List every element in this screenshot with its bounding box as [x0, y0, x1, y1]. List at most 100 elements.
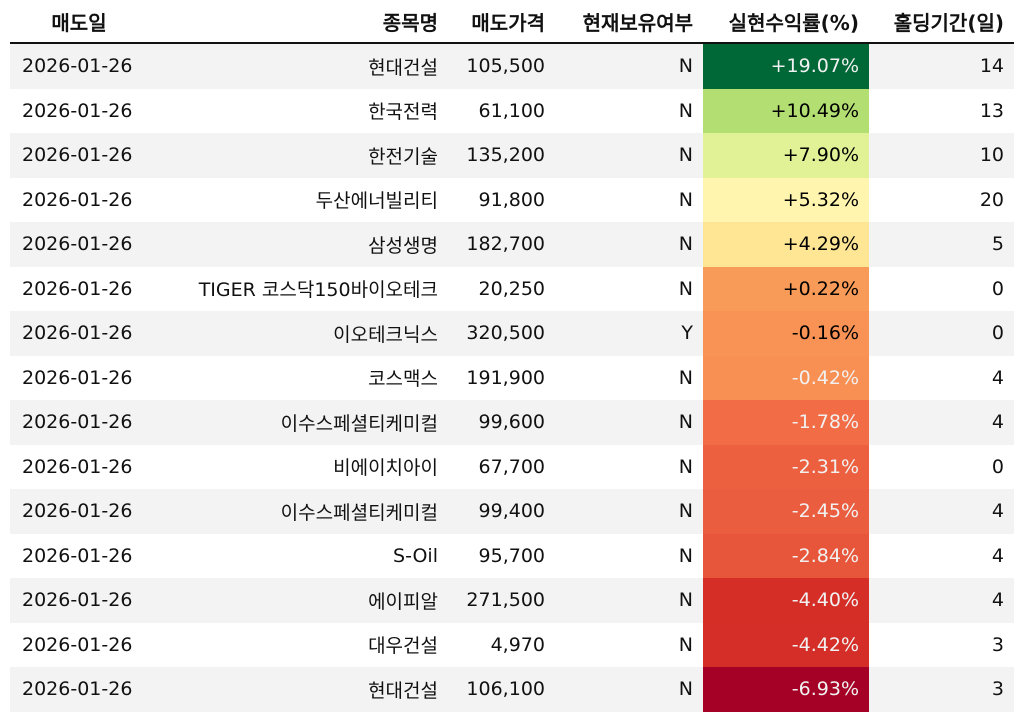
cell-sell-date: 2026-01-26: [22, 366, 133, 389]
cell-sell-price: 105,500: [448, 43, 555, 89]
cell-realized-return: -4.42%: [703, 622, 869, 667]
cell-realized-return: -0.42%: [703, 355, 869, 400]
cell-stock-name: 대우건설: [368, 635, 438, 658]
cell-realized-return: +4.29%: [703, 222, 869, 267]
cell-holding-days: 20: [979, 188, 1004, 211]
cell-stock-name: 코스맥스: [368, 368, 438, 391]
cell-holding-days: 10: [869, 133, 1014, 178]
header-stock-name: 종목명: [148, 0, 448, 44]
cell-holding-days: 3: [991, 633, 1004, 656]
cell-currently-held: N: [555, 489, 703, 534]
table-row: 2026-01-26 이오테크닉스 320,500 Y -0.16% 0: [10, 311, 1014, 356]
cell-sell-price: 106,100: [448, 667, 555, 712]
table-row: 2026-01-26 에이피알 271,500 N -4.40% 4: [10, 578, 1014, 623]
cell-realized-return: +7.90%: [703, 133, 869, 178]
cell-currently-held: N: [678, 633, 693, 656]
cell-currently-held: N: [555, 133, 703, 178]
table-row: 2026-01-26 대우건설 4,970 N -4.42% 3: [10, 622, 1014, 667]
cell-sell-date: 2026-01-26: [10, 489, 148, 534]
header-holding-days: 홀딩기간(일): [869, 0, 1014, 44]
cell-currently-held: N: [555, 222, 703, 267]
cell-stock-name: 삼성생명: [148, 222, 448, 267]
cell-stock-name: 에이피알: [148, 578, 448, 623]
header-sell-price: 매도가격: [448, 0, 555, 44]
cell-currently-held: N: [678, 277, 693, 300]
cell-realized-return: +10.49%: [703, 88, 869, 133]
cell-sell-price: 182,700: [448, 222, 555, 267]
cell-sell-price: 99,600: [448, 400, 555, 445]
cell-stock-name: 이수스페셜티케미컬: [148, 489, 448, 534]
cell-sell-price: 95,700: [478, 544, 545, 567]
cell-sell-date: 2026-01-26: [10, 578, 148, 623]
cell-currently-held: N: [555, 578, 703, 623]
cell-realized-return: -2.84%: [703, 533, 869, 578]
cell-stock-name: 현대건설: [148, 43, 448, 89]
table-row: 2026-01-26 현대건설 106,100 N -6.93% 3: [10, 667, 1014, 712]
cell-holding-days: 4: [991, 544, 1004, 567]
cell-sell-price: 320,500: [448, 311, 555, 356]
cell-realized-return: -0.16%: [703, 311, 869, 356]
cell-sell-date: 2026-01-26: [22, 99, 133, 122]
cell-sell-date: 2026-01-26: [10, 43, 148, 89]
table-row: 2026-01-26 S-Oil 95,700 N -2.84% 4: [10, 533, 1014, 578]
header-sell-date: 매도일: [10, 0, 148, 44]
cell-realized-return: -1.78%: [703, 400, 869, 445]
table-row: 2026-01-26 이수스페셜티케미컬 99,600 N -1.78% 4: [10, 400, 1014, 445]
cell-stock-name: S-Oil: [393, 544, 438, 567]
table-row: 2026-01-26 코스맥스 191,900 N -0.42% 4: [10, 355, 1014, 400]
cell-sell-price: 271,500: [448, 578, 555, 623]
cell-stock-name: TIGER 코스닥150바이오테크: [198, 279, 438, 302]
cell-sell-price: 61,100: [478, 99, 545, 122]
cell-currently-held: N: [678, 99, 693, 122]
cell-holding-days: 14: [869, 43, 1014, 89]
cell-stock-name: 비에이치아이: [333, 457, 438, 480]
cell-sell-date: 2026-01-26: [10, 133, 148, 178]
cell-realized-return: +5.32%: [703, 177, 869, 222]
cell-holding-days: 5: [869, 222, 1014, 267]
cell-realized-return: -2.45%: [703, 489, 869, 534]
cell-sell-date: 2026-01-26: [22, 544, 133, 567]
cell-stock-name: 두산에너빌리티: [315, 190, 438, 213]
header-realized-return: 실현수익률(%): [703, 0, 869, 44]
cell-sell-date: 2026-01-26: [10, 400, 148, 445]
cell-holding-days: 4: [869, 578, 1014, 623]
cell-currently-held: N: [678, 544, 693, 567]
cell-stock-name: 한국전력: [368, 101, 438, 124]
cell-stock-name: 이수스페셜티케미컬: [148, 400, 448, 445]
cell-realized-return: +0.22%: [703, 266, 869, 311]
table-row: 2026-01-26 한국전력 61,100 N +10.49% 13: [10, 88, 1014, 133]
cell-sell-price: 99,400: [448, 489, 555, 534]
table-row: 2026-01-26 한전기술 135,200 N +7.90% 10: [10, 133, 1014, 178]
cell-currently-held: Y: [555, 311, 703, 356]
table-row: 2026-01-26 현대건설 105,500 N +19.07% 14: [10, 43, 1014, 89]
cell-currently-held: N: [678, 188, 693, 211]
header-currently-held: 현재보유여부: [555, 0, 703, 44]
cell-realized-return: -6.93%: [703, 667, 869, 712]
cell-sell-date: 2026-01-26: [10, 222, 148, 267]
cell-sell-date: 2026-01-26: [10, 667, 148, 712]
cell-currently-held: N: [678, 366, 693, 389]
cell-sell-price: 20,250: [478, 277, 545, 300]
cell-sell-price: 67,700: [478, 455, 545, 478]
cell-sell-date: 2026-01-26: [22, 188, 133, 211]
cell-realized-return: +19.07%: [703, 43, 869, 89]
table-row: 2026-01-26 삼성생명 182,700 N +4.29% 5: [10, 222, 1014, 267]
table-row: 2026-01-26 이수스페셜티케미컬 99,400 N -2.45% 4: [10, 489, 1014, 534]
cell-currently-held: N: [555, 400, 703, 445]
table-row: 2026-01-26 비에이치아이 67,700 N -2.31% 0: [10, 444, 1014, 489]
cell-holding-days: 4: [869, 489, 1014, 534]
cell-sell-price: 191,900: [466, 366, 545, 389]
cell-holding-days: 0: [991, 455, 1004, 478]
cell-holding-days: 4: [869, 400, 1014, 445]
table-row: 2026-01-26 TIGER 코스닥150바이오테크 20,250 N +0.22%…: [10, 266, 1014, 311]
cell-stock-name: 한전기술: [148, 133, 448, 178]
cell-stock-name: 이오테크닉스: [148, 311, 448, 356]
cell-sell-price: 91,800: [478, 188, 545, 211]
header-row: 매도일 종목명 매도가격 현재보유여부 실현수익률(%) 홀딩기간(일): [10, 0, 1014, 44]
cell-realized-return: -2.31%: [703, 444, 869, 489]
cell-holding-days: 0: [991, 277, 1004, 300]
cell-currently-held: N: [678, 455, 693, 478]
cell-holding-days: 13: [979, 99, 1004, 122]
cell-realized-return: -4.40%: [703, 578, 869, 623]
cell-stock-name: 현대건설: [148, 667, 448, 712]
